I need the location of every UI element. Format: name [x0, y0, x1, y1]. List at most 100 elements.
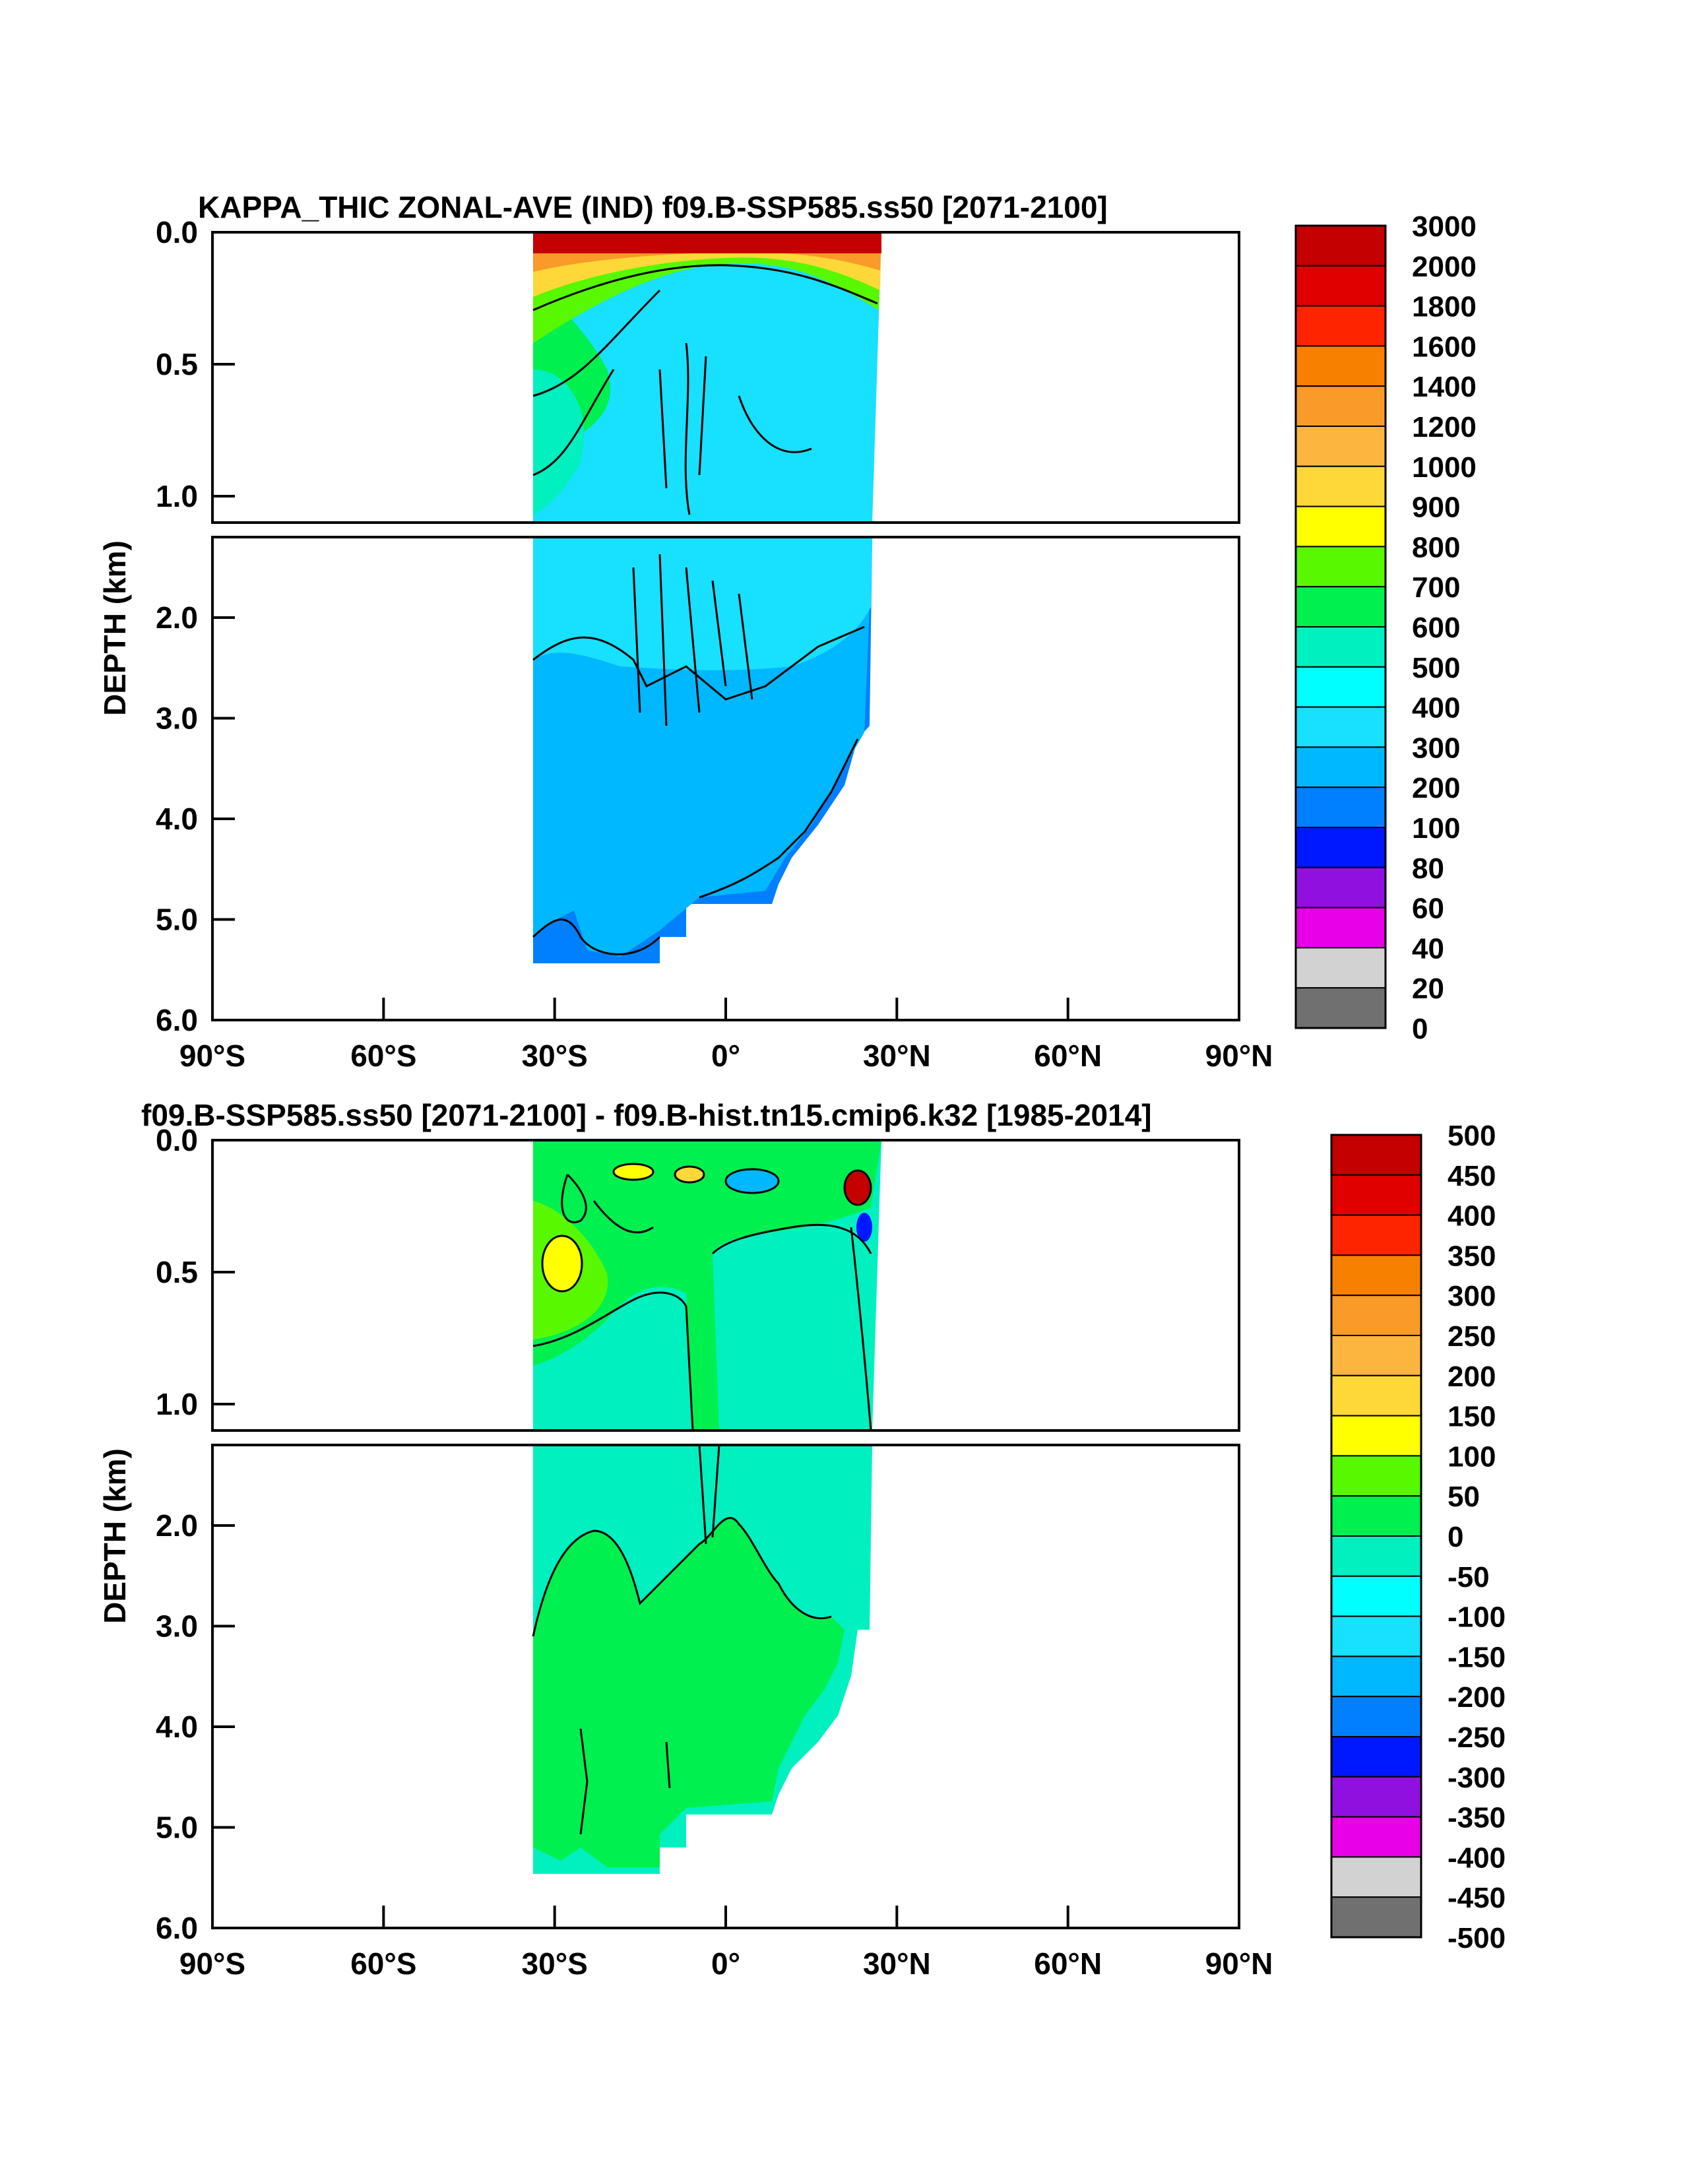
x-tick-label: 30°N	[863, 1039, 931, 1073]
x-tick-label: 30°S	[522, 1946, 588, 1981]
colorbar-label: 3000	[1412, 210, 1477, 243]
panel-1-x-ticks: 90°S 60°S 30°S 0° 30°N 60°N 90°N	[179, 998, 1273, 1073]
colorbar-label: 2000	[1412, 251, 1477, 283]
panel-2-title: f09.B-SSP585.ss50 [2071-2100] - f09.B-hi…	[141, 1098, 1152, 1132]
surface-max-blob	[612, 1163, 654, 1181]
colorbar-swatch	[1295, 265, 1386, 307]
surface-negative-blob	[724, 1168, 780, 1194]
colorbar-swatch	[1331, 1174, 1422, 1216]
y-tick-label: 3.0	[156, 1609, 198, 1644]
colorbar-label: -250	[1448, 1721, 1506, 1754]
colorbar-frame	[1294, 224, 1387, 1029]
colorbar-label: -100	[1448, 1601, 1506, 1634]
y-tick-label: 0.5	[156, 347, 198, 381]
panel-2-x-ticks: 90°S 60°S 30°S 0° 30°N 60°N 90°N	[179, 1906, 1273, 1981]
colorbar-label: 80	[1412, 852, 1444, 885]
colorbar-swatch	[1331, 1254, 1422, 1297]
panel-1-title: KAPPA_THIC ZONAL-AVE (IND) f09.B-SSP585.…	[198, 190, 1108, 224]
colorbar-swatch	[1331, 1696, 1422, 1737]
colorbar-label: 500	[1412, 652, 1460, 684]
colorbar-swatch	[1295, 706, 1386, 748]
y-tick-label: 0.5	[156, 1255, 198, 1289]
colorbar-label: 400	[1448, 1200, 1496, 1233]
colorbar-swatch	[1331, 1896, 1422, 1938]
x-tick-label: 60°S	[350, 1039, 416, 1073]
contour-lines-lower-2	[532, 1445, 832, 1835]
colorbar-swatch	[1331, 1816, 1422, 1858]
surface-positive-band	[533, 1140, 881, 1430]
colorbar-swatch	[1331, 1134, 1422, 1176]
y-tick-label: 6.0	[156, 1911, 198, 1945]
colorbar-swatch	[1331, 1615, 1422, 1657]
colorbar-label: -300	[1448, 1762, 1506, 1794]
colorbar-label: 700	[1412, 571, 1460, 604]
colorbar-swatch	[1295, 305, 1386, 347]
colorbar-label: -400	[1448, 1842, 1506, 1874]
colorbar-swatch	[1331, 1655, 1422, 1698]
colorbar-label: 150	[1448, 1401, 1496, 1433]
western-500-contour-band	[533, 369, 585, 515]
colorbar-swatch	[1331, 1495, 1422, 1537]
panel-2-ylabel: DEPTH (km)	[98, 1448, 132, 1624]
panel-1: KAPPA_THIC ZONAL-AVE (IND) f09.B-SSP585.…	[98, 190, 1477, 1073]
y-tick-label: 4.0	[156, 802, 198, 836]
colorbar-label: 60	[1412, 893, 1444, 925]
panel-2-colorbar: 500450400350300250200150100500-50-100-15…	[1330, 1120, 1506, 1954]
colorbar-label: -200	[1448, 1681, 1506, 1714]
panel-1-upper-field	[532, 232, 881, 523]
colorbar-swatch	[1331, 1455, 1422, 1497]
y-tick-label: 0.0	[156, 1123, 198, 1157]
colorbar-swatch	[1331, 1776, 1422, 1818]
panel-2-lower-field	[532, 1445, 872, 1874]
colorbar-label: 1800	[1412, 291, 1477, 323]
colorbar-label: 400	[1412, 692, 1460, 724]
y-tick-label: 1.0	[156, 479, 198, 513]
x-tick-label: 90°N	[1205, 1946, 1273, 1981]
panel-1-lower-field	[532, 537, 872, 963]
colorbar-label: 1400	[1412, 371, 1477, 403]
northern-negative-blob	[856, 1213, 872, 1242]
colorbar-label: 100	[1448, 1440, 1496, 1473]
y-tick-label: 5.0	[156, 903, 198, 937]
colorbar-label: 450	[1448, 1160, 1496, 1192]
colorbar-swatch	[1331, 1335, 1422, 1376]
y-tick-label: 1.0	[156, 1387, 198, 1421]
colorbar-swatch	[1295, 866, 1386, 909]
colorbar-swatch	[1295, 947, 1386, 989]
colorbar-swatch	[1331, 1856, 1422, 1898]
surface-3000-contour-band	[533, 232, 881, 253]
colorbar-label: 200	[1412, 772, 1460, 804]
colorbar-swatch	[1295, 907, 1386, 949]
x-tick-label: 60°N	[1034, 1039, 1102, 1073]
colorbar-label: 50	[1448, 1481, 1480, 1513]
colorbar-label: -350	[1448, 1802, 1506, 1834]
y-tick-label: 0.0	[156, 215, 198, 249]
y-tick-label: 5.0	[156, 1811, 198, 1845]
colorbar-label: 1000	[1412, 451, 1477, 484]
colorbar-swatch	[1295, 746, 1386, 788]
colorbar-swatch	[1295, 465, 1386, 507]
contour-lines-upper-2	[532, 1173, 872, 1430]
panel-2: f09.B-SSP585.ss50 [2071-2100] - f09.B-hi…	[98, 1098, 1506, 1981]
colorbar-swatch	[1295, 426, 1386, 467]
deep-positive-contour-band	[533, 1518, 844, 1867]
western-max-150-contour	[541, 1235, 583, 1293]
mid-300-contour-band	[533, 537, 872, 670]
panel-1-ylabel: DEPTH (km)	[98, 540, 132, 716]
x-tick-label: 0°	[711, 1039, 740, 1073]
x-tick-label: 90°N	[1205, 1039, 1273, 1073]
y-tick-label: 6.0	[156, 1003, 198, 1037]
colorbar-label: -500	[1448, 1922, 1506, 1954]
x-tick-label: 60°N	[1034, 1946, 1102, 1981]
northern-positive-blob	[843, 1169, 872, 1206]
colorbar-swatch	[1295, 626, 1386, 668]
colorbar-label: -450	[1448, 1882, 1506, 1914]
surface-max-blob-2	[674, 1165, 705, 1184]
colorbar-swatch	[1331, 1214, 1422, 1256]
colorbar-label: 300	[1448, 1280, 1496, 1312]
x-tick-label: 90°S	[179, 1946, 245, 1981]
colorbar-label: 20	[1412, 973, 1444, 1005]
colorbar-swatch	[1295, 225, 1386, 267]
colorbar-label: 600	[1412, 612, 1460, 644]
colorbar-frame	[1330, 1134, 1422, 1939]
